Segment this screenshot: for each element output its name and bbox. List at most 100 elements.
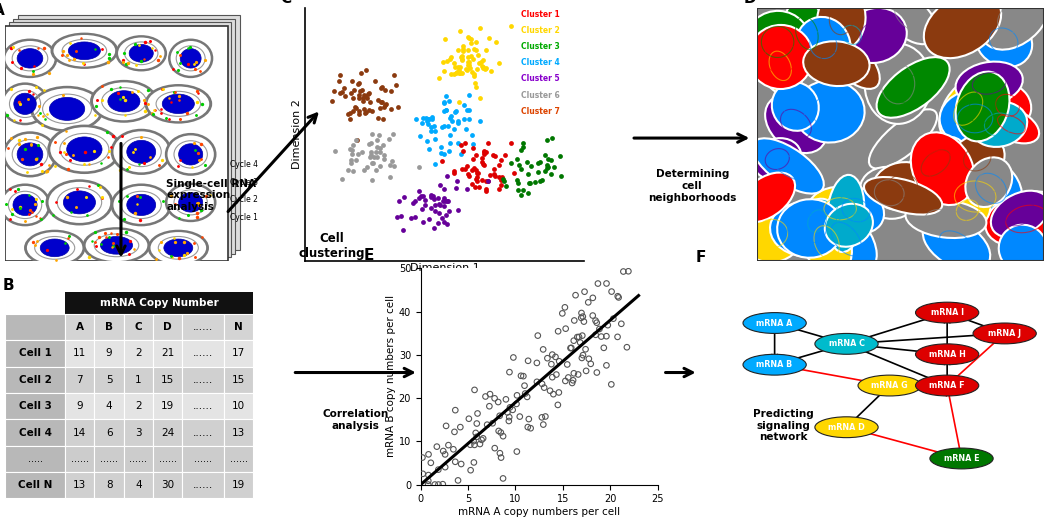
Point bbox=[495, 177, 512, 185]
Bar bbox=[5, 367, 65, 393]
Point bbox=[508, 391, 525, 400]
Point bbox=[463, 165, 480, 173]
Point bbox=[584, 312, 601, 320]
Point bbox=[387, 81, 404, 90]
Point bbox=[547, 353, 564, 361]
Point bbox=[441, 146, 458, 155]
Ellipse shape bbox=[48, 182, 110, 223]
Text: 19: 19 bbox=[232, 480, 245, 490]
Point bbox=[465, 437, 482, 445]
Point bbox=[481, 402, 498, 411]
Point bbox=[432, 181, 449, 189]
Point bbox=[447, 108, 464, 116]
Point bbox=[609, 292, 626, 301]
Point bbox=[492, 453, 509, 462]
Text: 6: 6 bbox=[106, 428, 113, 438]
Point bbox=[473, 61, 490, 70]
Point bbox=[423, 191, 440, 199]
Point bbox=[461, 61, 478, 69]
Point bbox=[551, 152, 568, 160]
Bar bbox=[153, 367, 182, 393]
Point bbox=[404, 199, 421, 207]
Bar bbox=[5, 393, 65, 419]
Point bbox=[539, 135, 555, 144]
Point bbox=[464, 131, 481, 139]
Ellipse shape bbox=[17, 143, 43, 166]
Ellipse shape bbox=[798, 199, 835, 243]
Point bbox=[403, 214, 420, 222]
Point bbox=[578, 345, 594, 353]
Point bbox=[419, 119, 436, 128]
Ellipse shape bbox=[906, 200, 987, 238]
Point bbox=[436, 107, 452, 115]
Point bbox=[587, 331, 604, 339]
Point bbox=[480, 177, 497, 185]
Point bbox=[394, 226, 411, 234]
Point bbox=[430, 200, 447, 208]
Ellipse shape bbox=[3, 85, 46, 123]
Point bbox=[427, 134, 444, 143]
Point bbox=[478, 46, 494, 55]
Point bbox=[365, 159, 382, 167]
Text: mRNA F: mRNA F bbox=[929, 381, 965, 390]
Point bbox=[344, 94, 361, 102]
Ellipse shape bbox=[973, 323, 1036, 344]
Point bbox=[539, 164, 555, 172]
Point bbox=[570, 370, 587, 379]
Point bbox=[359, 163, 376, 171]
Bar bbox=[224, 446, 254, 472]
Point bbox=[591, 325, 608, 333]
Text: Cluster 4: Cluster 4 bbox=[521, 58, 560, 67]
Point bbox=[523, 162, 540, 170]
Point bbox=[620, 267, 636, 276]
Point bbox=[376, 141, 392, 149]
Point bbox=[557, 303, 573, 312]
Point bbox=[382, 172, 399, 181]
Point bbox=[377, 85, 393, 94]
Point bbox=[431, 201, 448, 209]
Point bbox=[447, 406, 464, 414]
Point bbox=[417, 201, 433, 209]
Point bbox=[413, 205, 430, 213]
Point bbox=[414, 218, 431, 226]
Point bbox=[356, 166, 372, 175]
Point bbox=[501, 368, 518, 376]
Point bbox=[545, 390, 562, 399]
Ellipse shape bbox=[13, 194, 37, 216]
Point bbox=[461, 91, 478, 99]
Ellipse shape bbox=[40, 239, 69, 257]
Point bbox=[447, 457, 464, 466]
Bar bbox=[65, 367, 95, 393]
Ellipse shape bbox=[741, 205, 804, 262]
Bar bbox=[224, 340, 254, 367]
Point bbox=[480, 177, 497, 185]
Point bbox=[474, 160, 491, 168]
Point bbox=[385, 130, 402, 139]
Text: Cell 3: Cell 3 bbox=[19, 401, 52, 411]
Point bbox=[348, 155, 365, 164]
Point bbox=[452, 423, 469, 431]
Point bbox=[473, 158, 490, 166]
Point bbox=[505, 168, 522, 177]
Point bbox=[326, 147, 343, 155]
Point bbox=[351, 107, 368, 115]
Point bbox=[340, 166, 357, 175]
Ellipse shape bbox=[825, 204, 873, 247]
Point bbox=[599, 279, 615, 288]
Bar bbox=[95, 446, 124, 472]
Ellipse shape bbox=[934, 166, 1016, 228]
Point bbox=[341, 145, 358, 154]
Point bbox=[470, 51, 487, 59]
Point bbox=[468, 169, 485, 178]
Point bbox=[434, 447, 451, 455]
Point bbox=[477, 392, 493, 401]
Point bbox=[454, 42, 471, 51]
Point bbox=[509, 186, 526, 194]
Ellipse shape bbox=[14, 93, 36, 115]
Point bbox=[468, 419, 485, 428]
Ellipse shape bbox=[845, 8, 907, 63]
Point bbox=[531, 177, 548, 185]
Y-axis label: Dimension 2: Dimension 2 bbox=[292, 99, 302, 169]
Point bbox=[512, 146, 529, 154]
Point bbox=[539, 161, 555, 169]
